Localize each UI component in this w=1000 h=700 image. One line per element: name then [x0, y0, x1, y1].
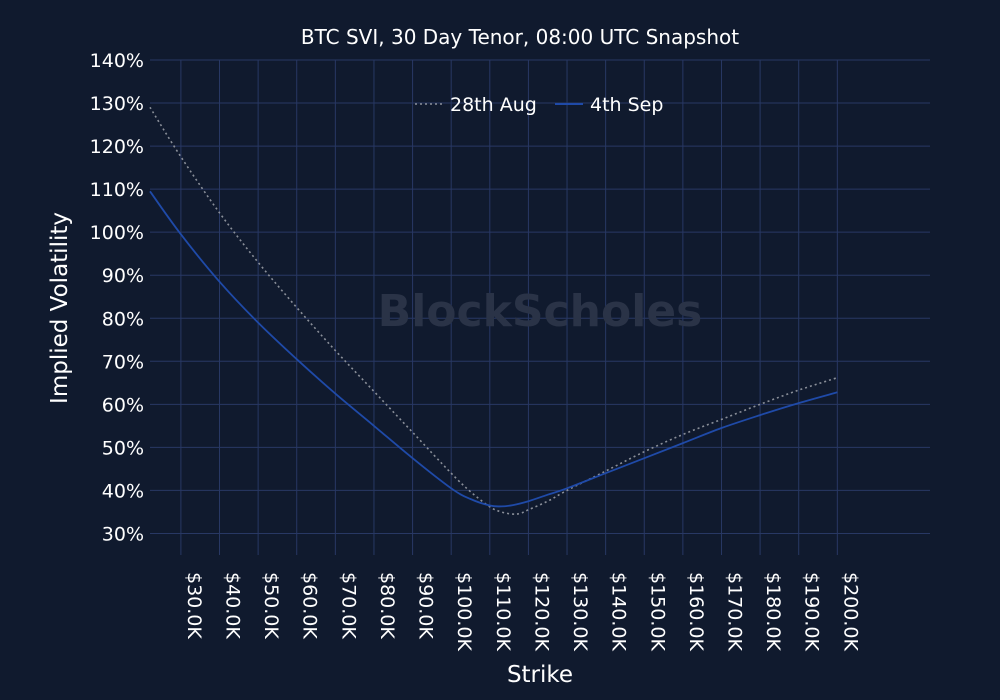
- watermark: BlockScholes: [378, 286, 703, 337]
- y-tick-label: 70%: [102, 351, 144, 373]
- x-tick-label: $200.0K: [839, 572, 861, 651]
- x-tick-label: $40.0K: [222, 572, 244, 639]
- y-tick-label: 120%: [90, 136, 144, 158]
- y-axis-label: Implied Volatility: [47, 212, 73, 404]
- x-tick-label: $100.0K: [453, 572, 475, 651]
- series-layer: [149, 106, 838, 515]
- x-tick-label: $190.0K: [801, 572, 823, 651]
- y-tick-label: 40%: [102, 480, 144, 502]
- y-tick-label: 110%: [90, 179, 144, 201]
- y-tick-label: 130%: [90, 93, 144, 115]
- x-tick-label: $70.0K: [337, 572, 359, 639]
- y-tick-label: 30%: [102, 523, 144, 545]
- chart-title: BTC SVI, 30 Day Tenor, 08:00 UTC Snapsho…: [301, 25, 739, 49]
- x-tick-label: $50.0K: [260, 572, 282, 639]
- y-axis-ticks: 30% 40% 50% 60% 70% 80% 90% 100% 110% 120% 130% 140…: [90, 50, 144, 545]
- x-axis-label: Strike: [507, 662, 573, 688]
- x-tick-label: $90.0K: [415, 572, 437, 639]
- x-tick-label: $30.0K: [183, 572, 205, 639]
- series-line-1: [149, 106, 838, 515]
- y-tick-label: 60%: [102, 394, 144, 416]
- grid: [150, 59, 930, 555]
- x-tick-label: $180.0K: [762, 572, 784, 651]
- x-axis-ticks: $30.0K $40.0K $50.0K $60.0K $70.0K $80.0K $90.…: [183, 572, 861, 651]
- y-tick-label: 100%: [90, 222, 144, 244]
- x-tick-label: $80.0K: [376, 572, 398, 639]
- y-tick-label: 80%: [102, 308, 144, 330]
- series-line-2: [149, 190, 838, 508]
- x-tick-label: $60.0K: [299, 572, 321, 639]
- x-tick-label: $150.0K: [646, 572, 668, 651]
- legend: 28th Aug 4th Sep: [415, 94, 663, 116]
- x-tick-label: $160.0K: [685, 572, 707, 651]
- y-tick-label: 140%: [90, 50, 144, 72]
- x-tick-label: $130.0K: [569, 572, 591, 651]
- x-tick-label: $140.0K: [608, 572, 630, 651]
- legend-label-2: 4th Sep: [590, 94, 663, 116]
- y-tick-label: 50%: [102, 437, 144, 459]
- y-tick-label: 90%: [102, 265, 144, 287]
- x-tick-label: $170.0K: [723, 572, 745, 651]
- legend-label-1: 28th Aug: [450, 94, 537, 116]
- x-tick-label: $110.0K: [492, 572, 514, 651]
- x-tick-label: $120.0K: [530, 572, 552, 651]
